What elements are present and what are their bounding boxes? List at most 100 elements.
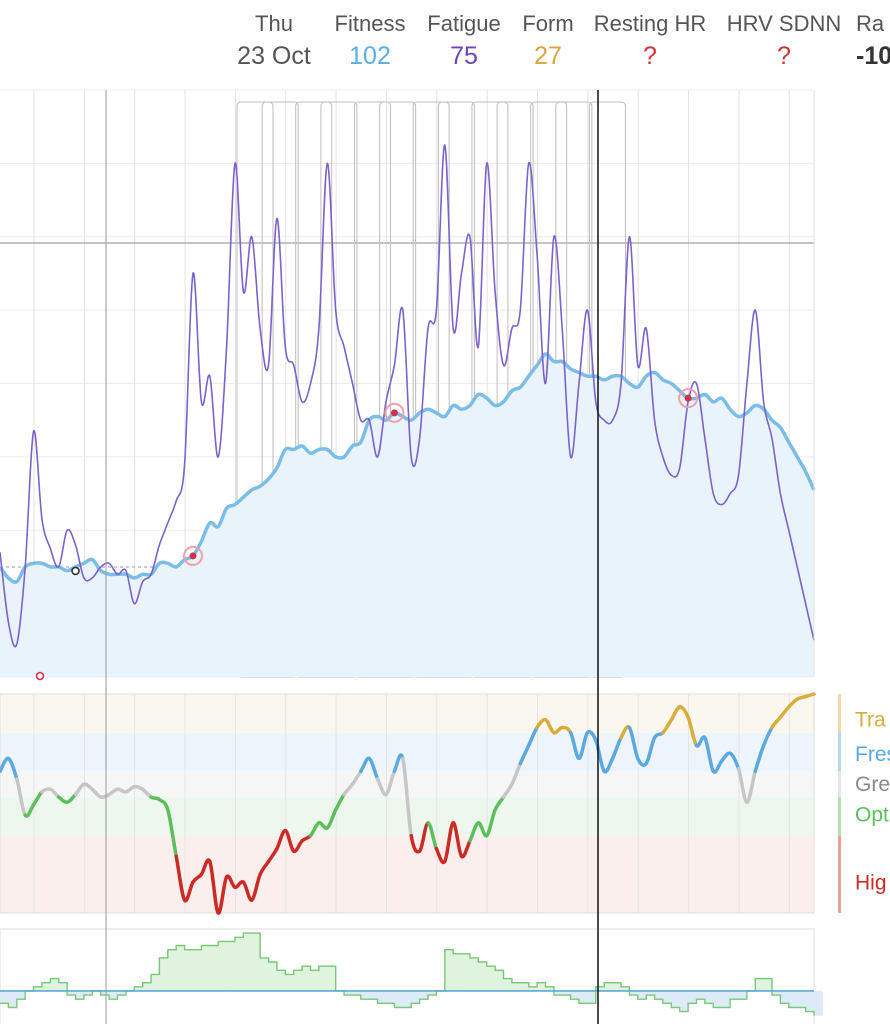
ramp-bar bbox=[704, 990, 714, 1004]
form-line-segment bbox=[401, 756, 413, 838]
ramp-bar bbox=[805, 990, 815, 1012]
ramp-line bbox=[0, 932, 815, 1016]
ramp-bar bbox=[310, 970, 320, 991]
ramp-bar bbox=[33, 986, 43, 991]
ramp-bar bbox=[662, 990, 672, 1004]
form-line-segment bbox=[745, 769, 758, 804]
ramp-bar bbox=[394, 990, 404, 1008]
ramp-bar bbox=[511, 982, 521, 991]
form-line-segment bbox=[484, 808, 497, 838]
ramp-bar bbox=[100, 990, 110, 996]
fatigue-line bbox=[0, 144, 815, 648]
zone-band bbox=[0, 732, 814, 772]
form-line-segment bbox=[208, 859, 220, 915]
ramp-bar bbox=[688, 990, 698, 1004]
hrv-sdnn-stat: HRV SDNN ? bbox=[722, 0, 846, 71]
ramp-bar bbox=[713, 990, 723, 1008]
form-line-segment bbox=[510, 761, 523, 786]
form-line-segment bbox=[367, 756, 380, 781]
form-value: 27 bbox=[534, 42, 562, 70]
ramp-bar bbox=[0, 990, 9, 1004]
form-line-segment bbox=[174, 854, 187, 902]
ramp-bar bbox=[293, 970, 303, 991]
ramp-bar bbox=[344, 990, 353, 996]
ramp-bar bbox=[268, 962, 278, 991]
ramp-bar bbox=[151, 974, 160, 991]
form-frame bbox=[0, 693, 815, 914]
fitness-stat: Fitness 102 bbox=[326, 0, 414, 71]
ramp-bar bbox=[260, 957, 270, 991]
ramp-bar bbox=[755, 978, 765, 991]
form-label: Form bbox=[522, 11, 574, 36]
ramp-bar bbox=[67, 990, 77, 996]
hrv-sdnn-label: HRV SDNN bbox=[726, 11, 842, 36]
ramp-bar bbox=[562, 990, 572, 996]
ramp-bar bbox=[41, 982, 51, 991]
fatigue-stat: Fatigue 75 bbox=[420, 0, 508, 71]
ramp-bar bbox=[318, 966, 328, 991]
zone-legend-bar bbox=[838, 835, 841, 913]
zone-legend-label: Gre bbox=[855, 773, 890, 796]
ramp-bar bbox=[461, 953, 471, 991]
ramp-bar bbox=[570, 990, 580, 1000]
ramp-bar bbox=[671, 990, 681, 1008]
form-line-segment bbox=[803, 692, 816, 699]
header: Thu 23 Oct Fitness 102 Fatigue 75 Form 2… bbox=[0, 0, 890, 86]
ramp-bar bbox=[528, 986, 538, 991]
form-line-segment bbox=[426, 821, 439, 851]
fitness-line bbox=[0, 352, 816, 584]
ramp-bar bbox=[352, 990, 362, 996]
ramp-bar bbox=[604, 982, 614, 991]
ramp-bar bbox=[276, 970, 286, 991]
ramp-bar bbox=[167, 949, 177, 991]
race-marker-dot bbox=[390, 409, 398, 417]
zone-band bbox=[0, 835, 814, 913]
form-line-segment bbox=[6, 756, 19, 781]
ramp-bar bbox=[486, 966, 496, 991]
form-line-segment bbox=[250, 872, 262, 902]
ramp-bar bbox=[8, 990, 18, 1008]
ramp-bar bbox=[302, 966, 311, 991]
zone-legend-label: Fres bbox=[855, 743, 890, 766]
ramp-bar bbox=[234, 937, 244, 991]
ramp-bar bbox=[218, 941, 228, 991]
ramp-bar bbox=[654, 990, 664, 1000]
ramp-bar bbox=[780, 990, 790, 1004]
ramp-bar bbox=[142, 982, 152, 991]
ramp-bar bbox=[646, 990, 656, 996]
ramp-bar bbox=[209, 945, 219, 991]
zone-legend-bar bbox=[838, 694, 841, 733]
form-stat: Form 27 bbox=[512, 0, 584, 71]
ramp-bar bbox=[579, 990, 588, 1004]
ramp-bar bbox=[620, 986, 630, 991]
ramp-bar bbox=[503, 978, 513, 991]
zone-legend-bar bbox=[838, 771, 841, 798]
date-stat: Thu 23 Oct bbox=[224, 0, 324, 71]
form-line-segment bbox=[216, 875, 229, 915]
resting-hr-label: Resting HR bbox=[593, 11, 707, 36]
zone-legend-label: Tra bbox=[855, 708, 886, 731]
ramp-rate-panel bbox=[0, 928, 823, 1024]
ramp-bar bbox=[184, 949, 194, 991]
zone-legend-bar bbox=[838, 797, 841, 836]
ramp-bar bbox=[772, 990, 781, 996]
zone-band bbox=[0, 694, 814, 733]
hrv-sdnn-value: ? bbox=[777, 42, 791, 70]
race-marker-dot bbox=[684, 394, 692, 402]
ramp-bar bbox=[478, 962, 488, 991]
ramp-bar bbox=[176, 945, 186, 991]
ramp-bar bbox=[16, 990, 26, 1000]
ramp-bar bbox=[75, 990, 85, 1000]
ramp-bar bbox=[788, 990, 798, 1008]
ramp-bar bbox=[201, 945, 211, 991]
ramp-bar bbox=[159, 957, 169, 991]
zone-legend-label: Hig bbox=[855, 871, 887, 894]
form-line-segment bbox=[627, 725, 640, 761]
ramp-bar bbox=[495, 970, 505, 991]
ramp-bar bbox=[696, 990, 706, 1000]
ramp-bar bbox=[285, 974, 295, 991]
ramp-bar bbox=[797, 990, 807, 1008]
ramp-bar bbox=[83, 990, 93, 996]
start-marker bbox=[71, 566, 80, 576]
